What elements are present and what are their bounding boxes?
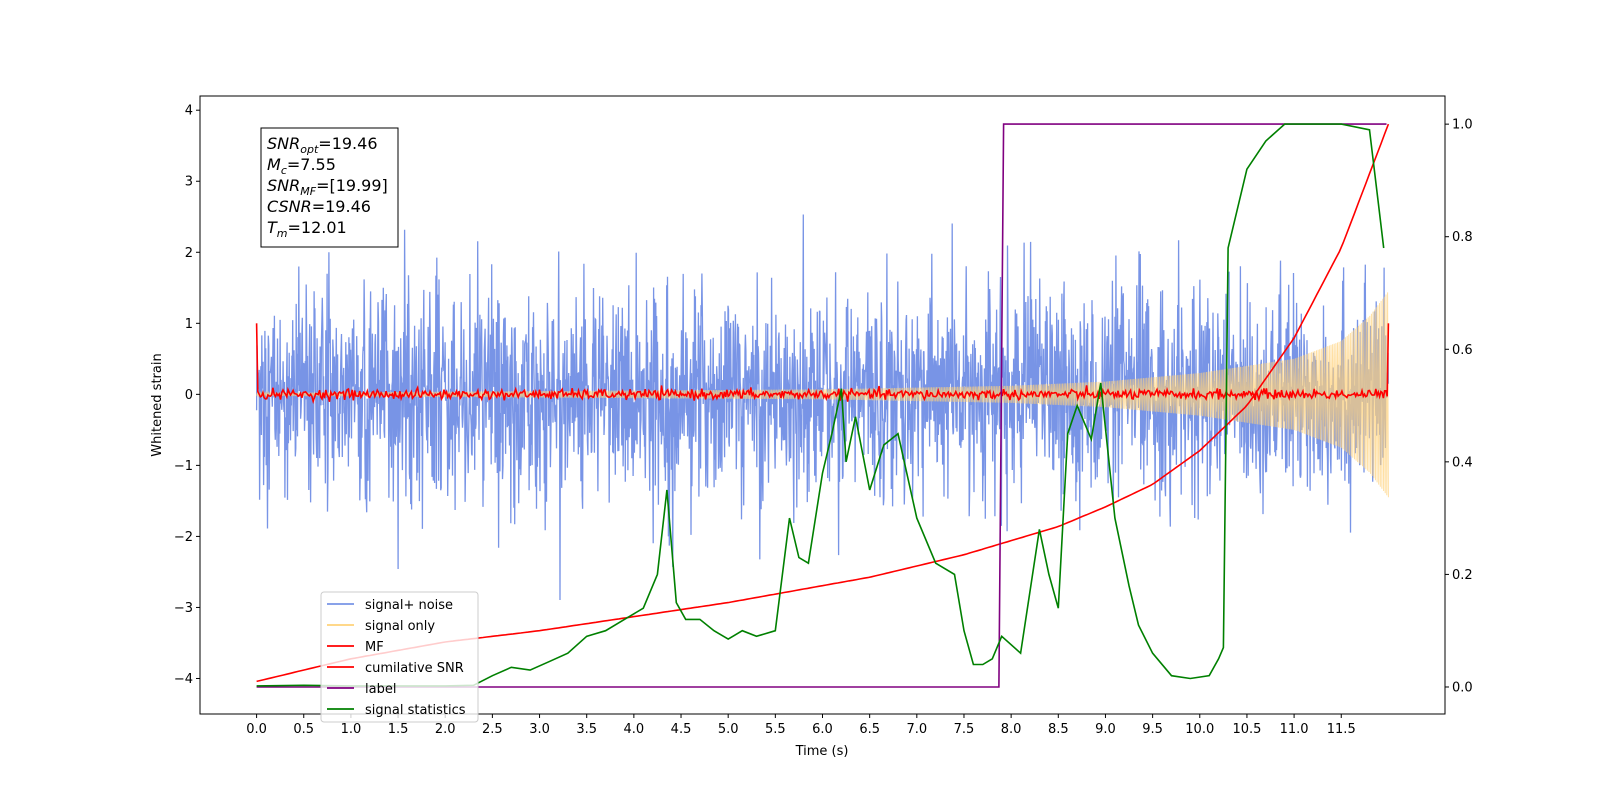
y-left-tick-label: −1	[174, 459, 193, 474]
y-right-tick-label: 0.0	[1452, 680, 1473, 695]
y-right-tick-label: 0.8	[1452, 230, 1473, 245]
x-tick-label: 8.0	[1001, 722, 1022, 737]
y-right-tick-label: 0.6	[1452, 343, 1473, 358]
y-left-tick-label: 0	[185, 388, 193, 403]
legend-entry: cumilative SNR	[365, 661, 464, 676]
y-axis-right: 1.0 0.8 0.6 0.4 0.2 0.0	[1445, 118, 1473, 695]
x-tick-label: 11.5	[1327, 722, 1356, 737]
y-left-tick-label: −4	[174, 672, 193, 687]
x-tick-label: 0.0	[246, 722, 267, 737]
x-tick-label: 9.0	[1095, 722, 1116, 737]
y-right-tick-label: 0.4	[1452, 455, 1473, 470]
x-tick-label: 10.5	[1232, 722, 1261, 737]
x-tick-label: 8.5	[1048, 722, 1069, 737]
x-tick-label: 5.5	[765, 722, 786, 737]
series-signal-noise	[255, 214, 1390, 601]
x-tick-label: 1.0	[341, 722, 362, 737]
y-left-tick-label: −2	[174, 530, 193, 545]
series-label	[256, 123, 1387, 688]
y-right-tick-label: 0.2	[1452, 568, 1473, 583]
legend-entry: signal statistics	[365, 703, 466, 718]
y-right-tick-label: 1.0	[1452, 118, 1473, 133]
x-tick-label: 3.0	[529, 722, 550, 737]
legend-entry: MF	[365, 640, 384, 655]
y-axis-label: Whitened strain	[150, 353, 165, 456]
x-tick-label: 6.0	[812, 722, 833, 737]
x-tick-label: 6.5	[859, 722, 880, 737]
x-tick-label: 4.0	[624, 722, 645, 737]
x-tick-label: 9.5	[1142, 722, 1163, 737]
legend-entry: label	[365, 682, 396, 697]
legend-entry: signal only	[365, 619, 435, 634]
x-axis: 0.0 0.5 1.0 1.5 2.0 2.5 3.0 3.5 4.0 4.5 5.0 5.5 6.0 6…	[246, 714, 1356, 737]
x-tick-label: 2.5	[482, 722, 503, 737]
series-signal-statistics	[256, 123, 1385, 687]
x-axis-label: Time (s)	[795, 744, 849, 759]
x-tick-label: 3.5	[576, 722, 597, 737]
x-tick-label: 7.5	[954, 722, 975, 737]
info-line: CSNR=19.46	[267, 197, 371, 216]
x-tick-label: 5.0	[718, 722, 739, 737]
y-left-tick-label: 2	[185, 246, 193, 261]
info-line: Mc=7.55	[267, 155, 336, 177]
y-left-tick-label: 4	[185, 104, 193, 119]
info-line: SNRopt=19.46	[267, 134, 378, 156]
info-line: SNRMF=[19.99]	[267, 176, 388, 198]
x-tick-label: 10.0	[1185, 722, 1214, 737]
x-tick-label: 11.0	[1280, 722, 1309, 737]
x-tick-label: 1.5	[388, 722, 409, 737]
legend-frame	[320, 591, 479, 723]
legend: signal+ noise signal only MF cumilative SNR…	[320, 591, 479, 723]
y-left-tick-label: 1	[185, 317, 193, 332]
x-tick-label: 7.0	[906, 722, 927, 737]
series-mf	[255, 323, 1390, 405]
x-tick-label: 4.5	[671, 722, 692, 737]
x-tick-label: 0.5	[293, 722, 314, 737]
x-tick-label: 2.0	[435, 722, 456, 737]
info-line: Tm=12.01	[267, 218, 347, 240]
info-box-frame	[260, 127, 399, 248]
info-box: SNRopt=19.46Mc=7.55SNRMF=[19.99]CSNR=19.…	[260, 127, 399, 248]
y-axis-left: 4 3 2 1 0 −1 −2 −3 −4	[174, 104, 200, 687]
legend-entry: signal+ noise	[365, 598, 453, 613]
y-left-tick-label: −3	[174, 601, 193, 616]
y-left-tick-label: 3	[185, 175, 193, 190]
